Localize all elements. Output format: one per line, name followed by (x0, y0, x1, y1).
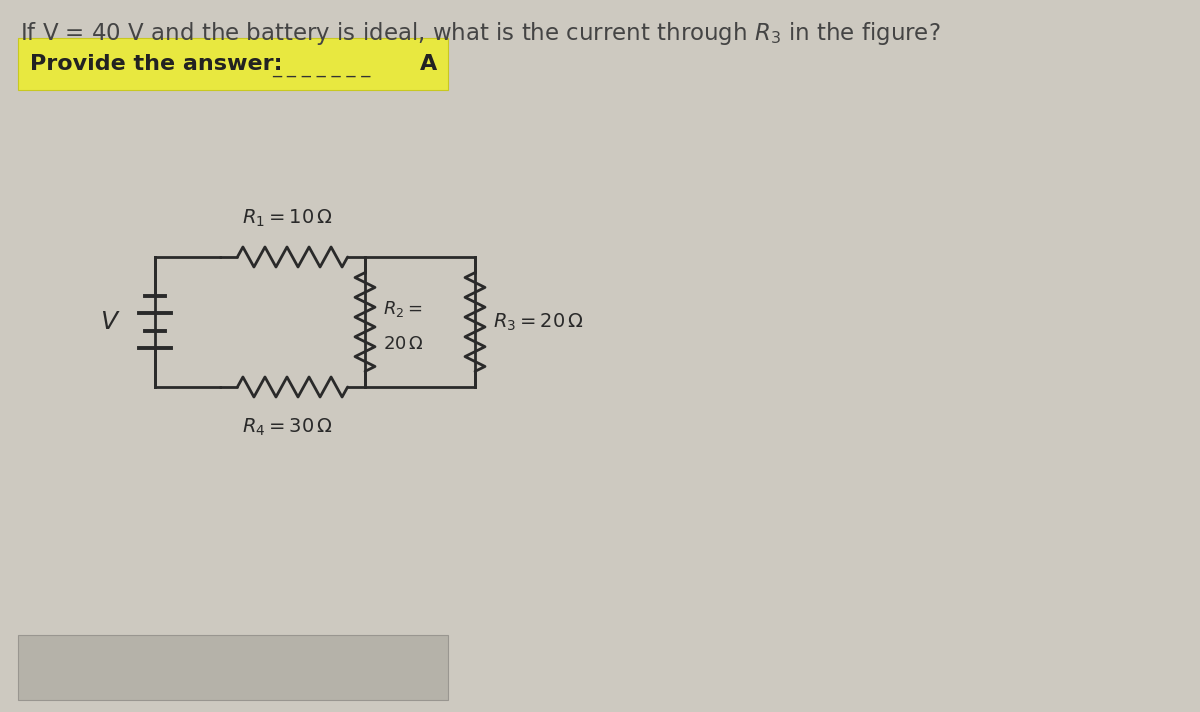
Text: V: V (100, 310, 118, 334)
FancyBboxPatch shape (18, 38, 448, 90)
Text: $R_1 = 10\,\Omega$: $R_1 = 10\,\Omega$ (242, 208, 332, 229)
Text: If V = 40 V and the battery is ideal, what is the current through $R_3$ in the f: If V = 40 V and the battery is ideal, wh… (20, 20, 941, 47)
Text: $R_2 =$: $R_2 =$ (383, 299, 422, 319)
FancyBboxPatch shape (18, 635, 448, 700)
Text: $20\,\Omega$: $20\,\Omega$ (383, 335, 424, 353)
Text: $R_3 = 20\,\Omega$: $R_3 = 20\,\Omega$ (493, 311, 584, 333)
Text: Provide the answer:: Provide the answer: (30, 53, 282, 73)
Text: $R_4 = 30\,\Omega$: $R_4 = 30\,\Omega$ (242, 417, 332, 439)
Text: _ _ _ _ _ _ _: _ _ _ _ _ _ _ (272, 59, 371, 77)
Text: A: A (420, 53, 437, 73)
